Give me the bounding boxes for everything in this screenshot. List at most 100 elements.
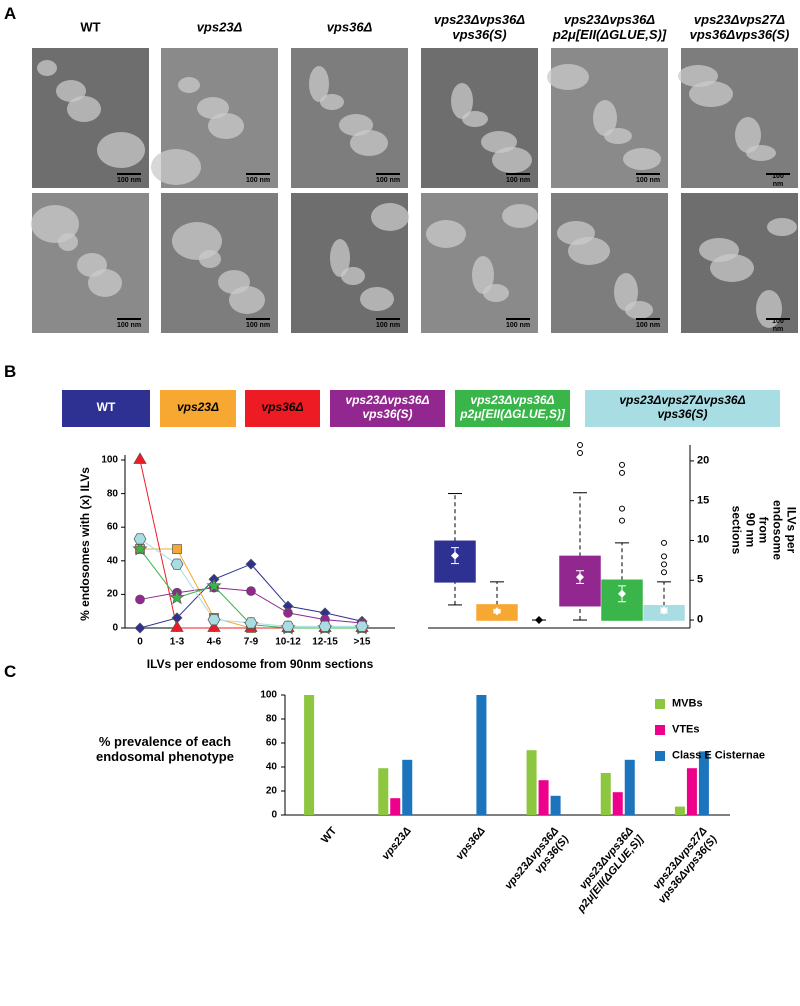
panel-label: A [4, 4, 17, 24]
column-header: WT [80, 19, 101, 35]
outlier [661, 561, 667, 568]
organelle [547, 64, 589, 90]
scale-bar-label: 100 nm [375, 321, 401, 329]
bar [686, 768, 697, 815]
outlier [661, 539, 667, 546]
x-tick-label: >15 [353, 636, 371, 648]
x-tick-label: 0 [137, 636, 143, 648]
y-tick-label: 5 [697, 573, 704, 586]
x-tick-label: 7-9 [243, 636, 259, 648]
marker [170, 558, 184, 570]
scale-bar-label: 100 nm [635, 176, 661, 184]
outlier [619, 505, 625, 512]
x-tick-label: 10-12 [275, 636, 301, 648]
organelle [593, 100, 617, 136]
y-tick-label: 40 [106, 555, 118, 567]
y-tick-label: 100 [101, 454, 118, 466]
organelle [339, 114, 373, 136]
legend-swatch [655, 751, 665, 761]
organelle [699, 238, 739, 262]
marker [133, 452, 147, 464]
mean-marker [576, 573, 584, 582]
mean-marker [660, 606, 668, 615]
outlier [577, 442, 583, 448]
bar [390, 798, 401, 815]
bar [402, 759, 413, 815]
y-tick-label: 15 [697, 494, 710, 507]
y-tick-label: 20 [697, 454, 710, 467]
organelle [678, 65, 718, 87]
organelle [309, 66, 329, 102]
y-tick-label: 100 [260, 689, 277, 701]
panel-label: C [4, 662, 17, 682]
organelle [502, 204, 538, 228]
organelle [97, 132, 145, 168]
organelle [371, 203, 409, 231]
organelle [77, 253, 107, 277]
panel-label: B [4, 362, 17, 382]
x-tick-label: 12-15 [312, 636, 338, 648]
outlier [619, 461, 625, 468]
column-header: vps36Δ [326, 19, 373, 35]
organelle [151, 149, 201, 185]
bar [538, 780, 549, 815]
marker [244, 617, 258, 629]
x-axis-title: ILVs per endosome from 90nm sections [146, 657, 374, 672]
y-axis-title: ILVs per endosome from 90 nm sections [729, 499, 799, 561]
y-tick-label: 80 [265, 713, 277, 725]
bar [674, 806, 685, 815]
organelle [197, 97, 229, 119]
outlier [661, 569, 667, 576]
mean-marker [451, 551, 459, 560]
marker [355, 620, 369, 632]
organelle [350, 130, 388, 156]
marker [132, 541, 148, 556]
bar [698, 751, 709, 815]
marker [134, 622, 146, 634]
legend-label: WT [96, 400, 116, 415]
marker [170, 620, 184, 632]
legend-swatch [655, 699, 665, 709]
legend-swatch [655, 725, 665, 735]
y-tick-label: 60 [265, 737, 277, 749]
outlier [619, 469, 625, 476]
organelle [623, 148, 661, 170]
organelle [56, 80, 86, 102]
legend-swatch [455, 390, 570, 427]
column-header: vps23Δ [196, 19, 243, 35]
y-tick-label: 10 [697, 534, 710, 547]
organelle [360, 287, 394, 311]
marker [283, 608, 293, 618]
legend-label: vps36Δ [261, 400, 304, 415]
mean-marker [535, 616, 543, 625]
scale-bar-label: 100 nm [505, 321, 531, 329]
legend-label: vps23Δvps36Δ p2μ[EII(ΔGLUE,S)] [460, 393, 565, 421]
outlier [577, 449, 583, 456]
marker [207, 620, 221, 632]
organelle [557, 221, 595, 245]
y-tick-label: 0 [697, 613, 704, 626]
legend-swatch [245, 390, 320, 427]
bar [612, 792, 623, 815]
marker [281, 620, 295, 632]
organelle [689, 81, 733, 107]
organelle [218, 270, 250, 294]
organelle [481, 131, 517, 153]
organelle [330, 239, 350, 277]
organelle [320, 94, 344, 110]
marker [135, 594, 145, 605]
legend-swatch [160, 390, 236, 427]
marker [245, 558, 257, 570]
organelle [472, 256, 494, 294]
organelle [735, 117, 761, 153]
legend-label: vps23Δvps27Δvps36Δ vps36(S) [619, 393, 746, 421]
y-axis-title: % prevalence of each endosomal phenotype [96, 734, 234, 764]
column-header: vps23Δvps36Δ p2μ[EII(ΔGLUE,S)] [552, 12, 667, 42]
bar [526, 750, 537, 815]
bar [304, 695, 315, 815]
marker [207, 614, 221, 626]
bar [600, 773, 611, 815]
scale-bar-label: 100 nm [635, 321, 661, 329]
